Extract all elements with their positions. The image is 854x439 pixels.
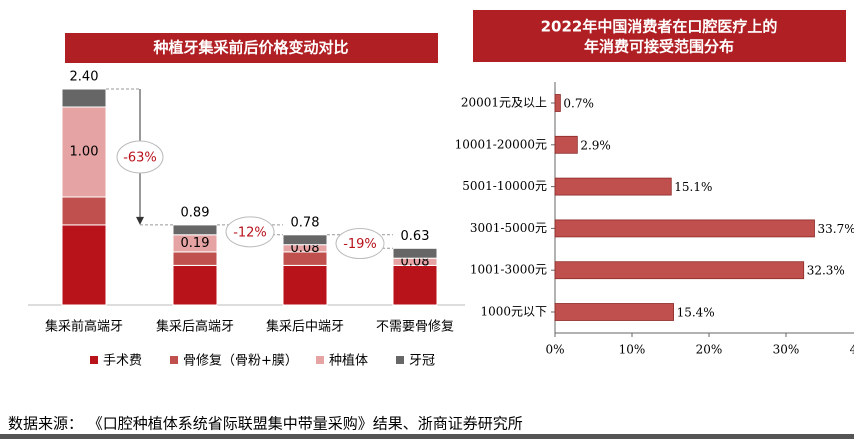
bar-segment: [282, 264, 328, 306]
arrow-head: [136, 216, 144, 225]
bar: [554, 177, 672, 196]
change-label: -63%: [123, 151, 157, 166]
x-tick-label: 30%: [773, 343, 800, 357]
x-tick-label: 不需要骨修复: [376, 320, 454, 335]
bar-segment: [392, 264, 438, 306]
x-tick-label: 0%: [545, 343, 564, 357]
data-label: 2.9%: [580, 138, 611, 152]
y-tick-label: 1000元以下: [480, 305, 547, 319]
data-label: 15.4%: [677, 306, 715, 320]
data-label: 32.3%: [807, 264, 845, 278]
y-tick-label: 10001-20000元: [455, 137, 547, 151]
bar-segment: [392, 247, 438, 259]
change-label: -19%: [343, 237, 377, 252]
data-label: 0.19: [181, 236, 210, 251]
change-label: -12%: [233, 225, 267, 240]
bar-segment: [172, 224, 218, 236]
y-tick-label: 1001-3000元: [470, 263, 547, 277]
data-label: 33.7%: [817, 222, 854, 236]
legend-label: 骨修复（骨粉+膜）: [183, 354, 298, 369]
bar-segment: [61, 88, 107, 108]
legend-swatch: [396, 356, 404, 364]
y-tick-label: 5001-10000元: [462, 179, 547, 193]
bar-segment: [61, 224, 107, 306]
source-note: 数据来源： 《口腔种植体系统省际联盟集中带量采购》结果、浙商证券研究所: [8, 415, 523, 433]
total-label: 2.40: [70, 70, 99, 85]
bar: [554, 261, 805, 280]
bar-segment: [282, 234, 328, 246]
y-tick-label: 3001-5000元: [470, 221, 547, 235]
x-tick-label: 20%: [696, 343, 723, 357]
bar: [554, 219, 815, 238]
bar-segment: [61, 106, 107, 198]
bar: [554, 94, 561, 112]
legend-swatch: [170, 356, 178, 364]
right-title-banner: [473, 10, 846, 62]
total-label: 0.89: [181, 205, 210, 220]
x-tick-label: 集采后高端牙: [156, 319, 234, 335]
legend-label: 手术费: [103, 354, 142, 369]
bar-segment: [172, 251, 218, 266]
left-title-banner: [65, 33, 438, 63]
change-bubble: [335, 228, 385, 260]
x-tick-label: 集采后中端牙: [266, 319, 344, 335]
right-title: 年消费可接受范围分布: [584, 38, 734, 56]
right-title: 2022年中国消费者在口腔医疗上的: [541, 18, 778, 36]
data-label: 1.00: [70, 145, 99, 160]
total-label: 0.63: [401, 229, 430, 244]
x-tick-label: 40%: [850, 343, 854, 357]
y-tick-label: 20001元及以上: [461, 96, 547, 110]
legend-label: 牙冠: [409, 354, 435, 369]
change-bubble: [116, 140, 164, 174]
total-label: 0.78: [291, 215, 320, 230]
x-tick-label: 集采前高端牙: [45, 319, 123, 335]
bar: [554, 303, 674, 321]
legend-swatch: [90, 356, 98, 364]
data-label: 15.1%: [674, 180, 712, 194]
x-tick-label: 10%: [619, 343, 646, 357]
bar-segment: [172, 264, 218, 306]
data-label: 0.7%: [563, 97, 594, 111]
change-bubble: [225, 216, 275, 248]
bar-segment: [61, 196, 107, 226]
bottom-rule: [0, 434, 854, 439]
legend-swatch: [316, 356, 324, 364]
legend-label: 种植体: [329, 354, 368, 369]
bar: [554, 135, 578, 154]
left-title: 种植牙集采前后价格变动对比: [152, 39, 348, 57]
